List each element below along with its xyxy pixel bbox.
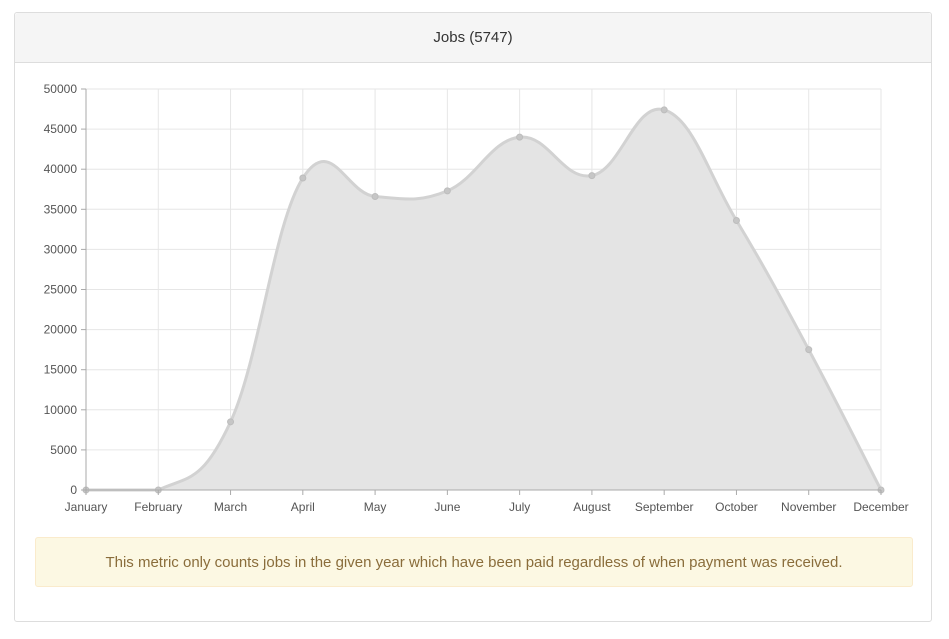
y-tick-label: 20000 bbox=[44, 323, 78, 337]
y-tick-label: 40000 bbox=[44, 162, 78, 176]
jobs-panel: Jobs (5747) 0 5000 10000 15000 20000 25000 300… bbox=[14, 12, 932, 622]
data-point-july[interactable] bbox=[516, 133, 524, 141]
x-tick-label: July bbox=[509, 500, 530, 514]
x-tick-label: January bbox=[65, 500, 108, 514]
data-point-november[interactable] bbox=[805, 346, 813, 354]
y-tick-label: 10000 bbox=[44, 403, 78, 417]
data-point-september[interactable] bbox=[660, 106, 668, 114]
y-axis-ticks: 0 5000 10000 15000 20000 25000 30000 35000 40000… bbox=[44, 82, 86, 497]
data-point-april[interactable] bbox=[299, 174, 307, 182]
y-tick-label: 0 bbox=[70, 483, 77, 497]
x-tick-label: August bbox=[573, 500, 611, 514]
data-point-october[interactable] bbox=[732, 217, 740, 225]
x-tick-label: March bbox=[214, 500, 247, 514]
y-tick-label: 5000 bbox=[50, 443, 77, 457]
y-tick-label: 15000 bbox=[44, 363, 78, 377]
x-tick-label: September bbox=[635, 500, 694, 514]
series-line bbox=[86, 107, 883, 492]
data-point-march[interactable] bbox=[227, 418, 235, 426]
x-tick-label: June bbox=[434, 500, 460, 514]
x-tick-label: May bbox=[364, 500, 387, 514]
x-tick-label: April bbox=[291, 500, 315, 514]
data-point-may[interactable] bbox=[371, 192, 379, 200]
x-tick-label: November bbox=[781, 500, 836, 514]
x-axis-ticks: January February March April May June July Augu… bbox=[65, 490, 909, 514]
y-tick-label: 30000 bbox=[44, 242, 78, 256]
jobs-chart: 0 5000 10000 15000 20000 25000 30000 35000 40000… bbox=[15, 63, 931, 528]
info-notice-text: This metric only counts jobs in the give… bbox=[105, 553, 843, 571]
jobs-area-chart: 0 5000 10000 15000 20000 25000 30000 35000 40000… bbox=[44, 82, 909, 514]
panel-title: Jobs (5747) bbox=[433, 29, 513, 46]
y-tick-label: 25000 bbox=[44, 283, 78, 297]
y-tick-label: 45000 bbox=[44, 122, 78, 136]
panel-heading: Jobs (5747) bbox=[15, 13, 931, 63]
y-tick-label: 50000 bbox=[44, 82, 78, 96]
series-area bbox=[86, 109, 881, 490]
info-notice: This metric only counts jobs in the give… bbox=[35, 537, 913, 587]
x-tick-label: February bbox=[134, 500, 182, 514]
data-point-june[interactable] bbox=[443, 187, 451, 195]
data-point-august[interactable] bbox=[588, 172, 596, 180]
y-tick-label: 35000 bbox=[44, 202, 78, 216]
x-tick-label: October bbox=[715, 500, 758, 514]
x-tick-label: December bbox=[853, 500, 908, 514]
